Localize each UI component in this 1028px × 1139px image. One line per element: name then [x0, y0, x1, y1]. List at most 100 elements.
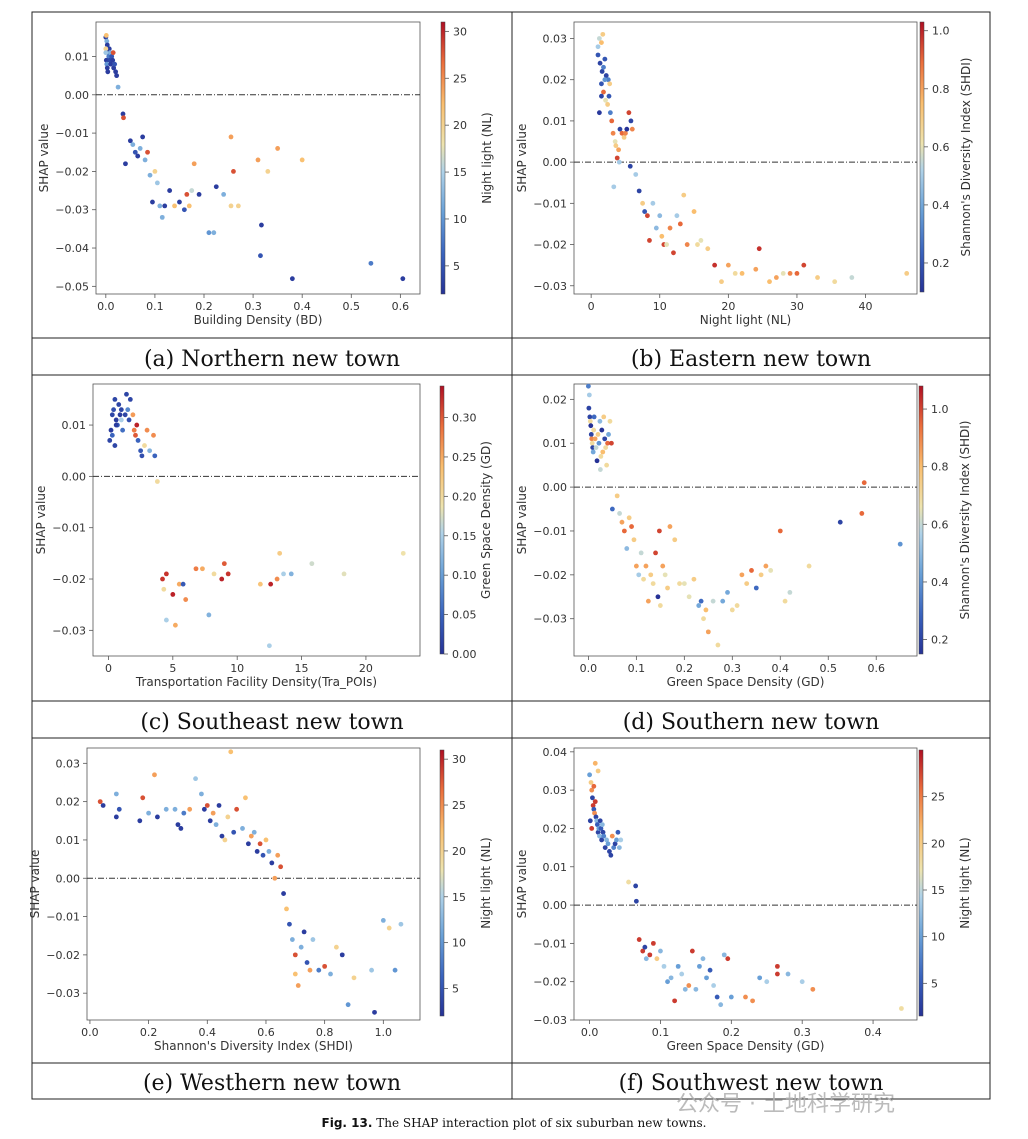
y-tick-label-c: −0.01	[52, 522, 86, 535]
y-tick-label-b: −0.02	[533, 239, 567, 252]
x-tick-label-e: 0.8	[316, 1026, 334, 1039]
scatter-point-d	[609, 506, 615, 512]
scatter-point-a	[103, 50, 109, 56]
x-tick-label-d: 0.3	[724, 662, 742, 675]
y-tick-label-d: −0.01	[533, 525, 567, 538]
scatter-point-b	[650, 200, 656, 206]
scatter-point-d	[645, 598, 651, 604]
scatter-point-c	[147, 448, 153, 454]
scatter-point-a	[104, 42, 110, 48]
scatter-point-d	[643, 563, 649, 569]
scatter-point-d	[681, 581, 687, 587]
scatter-point-f	[599, 837, 605, 843]
scatter-point-e	[301, 929, 307, 935]
y-axis-label-d: SHAP value	[515, 486, 529, 555]
scatter-point-a	[184, 191, 190, 197]
scatter-point-c	[122, 412, 128, 418]
x-tick-label-d: 0.4	[772, 662, 790, 675]
figure-frame	[31, 11, 991, 1100]
y-tick-label-f: 0.03	[543, 784, 568, 797]
scatter-point-b	[767, 279, 772, 285]
scatter-point-f	[725, 956, 731, 962]
scatter-point-d	[604, 462, 610, 468]
scatter-point-f	[601, 833, 607, 839]
x-axis-label-e: Shannon's Diversity Index (SHDI)	[154, 1039, 353, 1053]
scatter-point-c	[180, 581, 186, 587]
scatter-point-e	[243, 795, 248, 801]
scatter-point-d	[686, 594, 692, 600]
colorbar-tick-label-c: 0.05	[452, 609, 477, 622]
scatter-point-c	[163, 617, 169, 623]
scatter-point-d	[598, 453, 604, 459]
scatter-point-f	[587, 772, 592, 778]
scatter-point-f	[589, 826, 595, 831]
scatter-point-b	[705, 246, 711, 252]
scatter-point-f	[595, 829, 601, 835]
scatter-point-e	[213, 822, 219, 828]
scatter-point-c	[277, 550, 283, 556]
scatter-point-e	[307, 967, 313, 973]
scatter-point-d	[590, 449, 596, 455]
scatter-point-a	[110, 50, 116, 56]
scatter-point-b	[681, 192, 687, 198]
scatter-point-a	[110, 57, 116, 63]
scatter-point-a	[213, 184, 219, 190]
x-tick-label-e: 0.6	[257, 1026, 275, 1039]
scatter-point-b	[653, 225, 659, 231]
scatter-point-e	[254, 849, 260, 854]
chart-panel-c: 0 5 10 15 20 0.01 0.00 −0.01 −0.02 −0.03 Transport…	[34, 383, 493, 689]
scatter-point-f	[642, 944, 648, 950]
scatter-point-d	[650, 581, 656, 587]
scatter-point-e	[207, 818, 213, 824]
scatter-point-b	[621, 134, 627, 140]
scatter-point-b	[832, 279, 838, 285]
scatter-point-f	[682, 986, 688, 992]
scatter-point-e	[187, 806, 193, 812]
scatter-point-f	[668, 975, 674, 981]
colorbar-tick-label-f: 5	[931, 977, 938, 990]
scatter-point-e	[181, 810, 187, 816]
colorbar-tick-label-e: 15	[452, 891, 466, 904]
colorbar-tick-label-a: 25	[453, 72, 467, 85]
colorbar-c	[439, 385, 445, 655]
scatter-point-d	[599, 427, 605, 433]
scatter-point-b	[600, 31, 606, 37]
scatter-point-f	[597, 833, 602, 839]
x-axis-label-f: Green Space Density (GD)	[667, 1039, 825, 1053]
colorbar-tick-label-b: 0.8	[932, 83, 950, 96]
scatter-point-f	[714, 994, 720, 1000]
scatter-point-f	[587, 818, 593, 824]
scatter-point-f	[598, 826, 604, 831]
scatter-point-b	[671, 250, 676, 256]
scatter-point-f	[590, 803, 596, 808]
scatter-point-a	[400, 276, 406, 282]
scatter-point-c	[152, 453, 158, 459]
scatter-point-d	[614, 493, 620, 499]
scatter-point-e	[251, 829, 257, 835]
x-tick-label-a: 0.0	[97, 300, 115, 313]
scatter-point-e	[222, 837, 228, 843]
colorbar-tick-label-b: 1.0	[932, 25, 950, 38]
scatter-point-d	[806, 563, 812, 569]
scatter-point-e	[146, 810, 152, 816]
scatter-point-c	[219, 576, 225, 582]
scatter-point-a	[140, 134, 146, 140]
scatter-point-d	[596, 440, 602, 446]
x-tick-label-f: 0.0	[581, 1026, 599, 1039]
chart-panel-d: 0.0 0.1 0.2 0.3 0.4 0.5 0.6 0.02 0.01 0.00 −0.01 −0…	[515, 383, 972, 689]
scatter-point-f	[700, 956, 706, 962]
axes-frame-c	[92, 383, 421, 657]
scatter-point-f	[743, 994, 748, 1000]
scatter-point-c	[161, 586, 167, 592]
scatter-point-e	[231, 829, 237, 835]
scatter-point-b	[599, 93, 604, 99]
scatter-point-c	[281, 571, 286, 577]
scatter-point-d	[631, 537, 637, 543]
scatter-point-d	[586, 405, 592, 411]
scatter-point-a	[221, 191, 227, 197]
scatter-point-a	[104, 65, 110, 71]
scatter-point-b	[612, 139, 618, 144]
scatter-point-b	[674, 213, 680, 219]
scatter-point-c	[118, 417, 124, 423]
scatter-point-a	[177, 199, 182, 205]
